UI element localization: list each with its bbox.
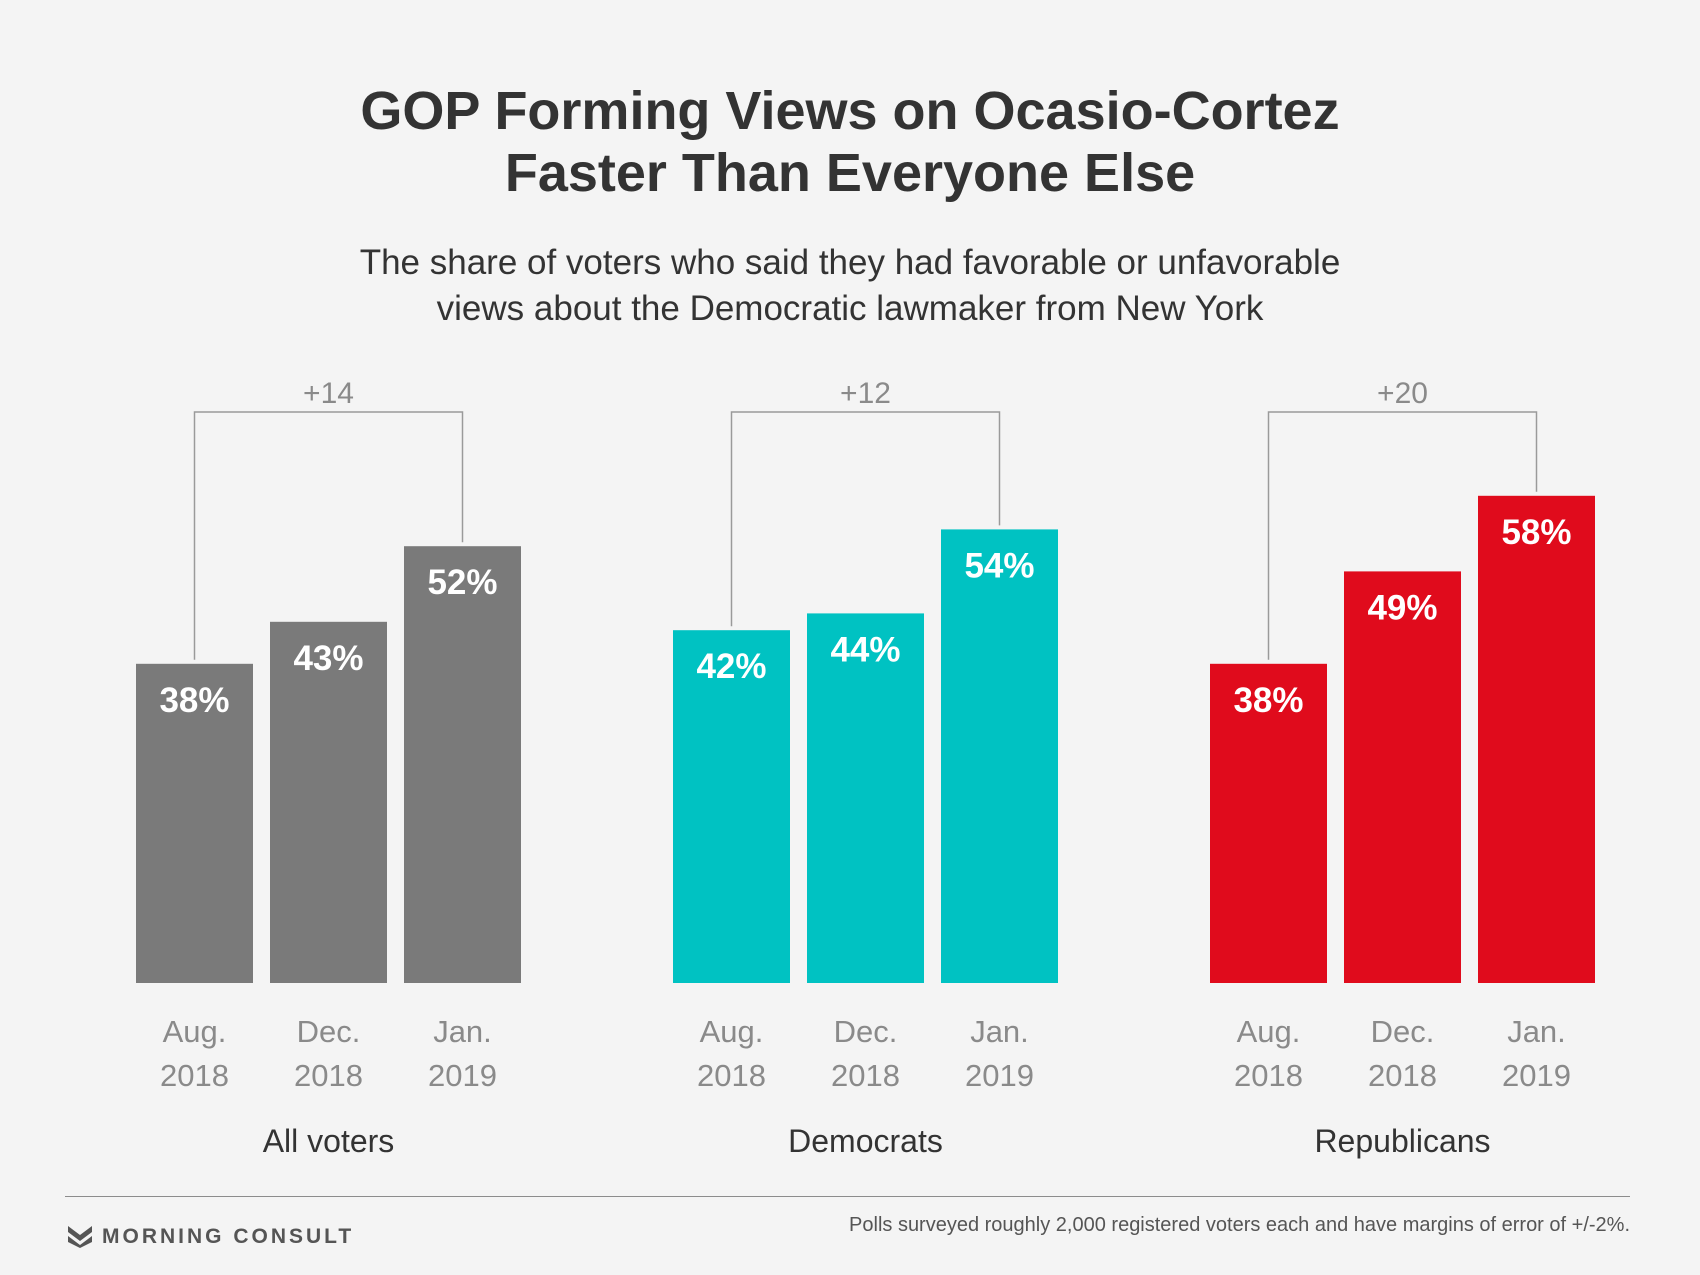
change-label: +12 [840,377,891,410]
x-tick-label: 2018 [831,1058,900,1093]
group-label: Republicans [1314,1123,1490,1159]
bar [136,663,253,983]
x-tick-label: 2018 [160,1058,229,1093]
chart-title: GOP Forming Views on Ocasio-Cortez Faster… [360,81,1340,203]
bar [941,529,1058,983]
data-label: 58% [1501,513,1571,552]
x-tick-label: Dec. [297,1014,361,1049]
x-tick-label: 2018 [697,1058,766,1093]
data-label: 43% [293,639,363,678]
change-bracket [1267,411,1538,660]
x-tick-label: 2018 [1368,1058,1437,1093]
data-label: 49% [1367,588,1437,627]
x-tick-label: 2019 [965,1058,1034,1093]
x-tick-label: Jan. [970,1014,1029,1049]
bar-chart: 38% Aug. 2018 43% Dec. 2018 52% Jan. 2019 +14 All … [136,377,1595,1159]
x-tick-label: 2019 [1502,1058,1571,1093]
group-label: All voters [263,1123,395,1159]
brand: MORNING CONSULT [68,1222,354,1252]
data-label: 42% [696,647,766,686]
bar [673,630,790,983]
footer-divider [65,1196,1630,1197]
change-bracket [193,411,464,660]
x-tick-label: Dec. [1371,1014,1435,1049]
x-tick-label: Aug. [163,1014,227,1049]
data-label: 44% [830,630,900,669]
brand-name: MORNING CONSULT [102,1225,355,1248]
morning-consult-logo-icon [68,1226,92,1248]
bar [1478,495,1595,983]
footnote: Polls surveyed roughly 2,000 registered … [849,1214,1630,1236]
bar [270,621,387,983]
change-label: +14 [303,377,354,410]
change-bracket [730,411,1001,627]
change-label: +20 [1377,377,1428,410]
bar [404,546,521,983]
x-tick-label: Aug. [1237,1014,1301,1049]
x-tick-label: 2018 [294,1058,363,1093]
x-tick-label: 2019 [428,1058,497,1093]
x-tick-label: Jan. [433,1014,492,1049]
data-label: 54% [964,546,1034,585]
x-tick-label: Dec. [834,1014,898,1049]
x-tick-label: Aug. [700,1014,764,1049]
bar [807,613,924,983]
x-tick-label: Jan. [1507,1014,1566,1049]
data-label: 38% [1233,681,1303,720]
bar [1344,571,1461,983]
bar [1210,663,1327,983]
chart-subtitle: The share of voters who said they had fa… [359,243,1341,328]
data-label: 38% [159,681,229,720]
data-label: 52% [427,563,497,602]
group-label: Democrats [788,1123,943,1159]
x-tick-label: 2018 [1234,1058,1303,1093]
